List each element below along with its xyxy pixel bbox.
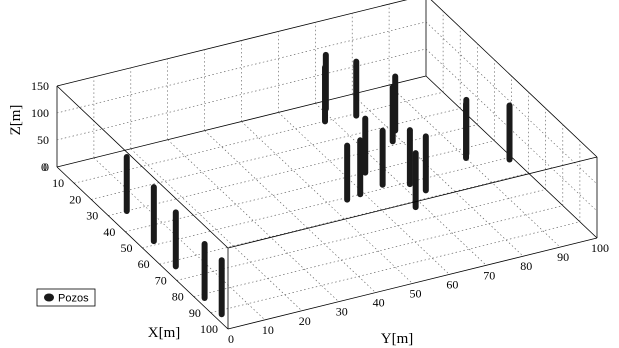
x-axis-label: X[m] bbox=[148, 325, 181, 341]
x-tick-label: 80 bbox=[172, 290, 184, 304]
y-tick-label: 40 bbox=[373, 296, 385, 310]
grid-line-side-z bbox=[56, 48, 427, 141]
grid-line-floor-y bbox=[315, 103, 487, 266]
wells-series bbox=[123, 51, 513, 318]
grid-line-floor-x bbox=[125, 140, 495, 233]
x-tick-label: 40 bbox=[103, 225, 115, 239]
plot-box-front bbox=[56, 85, 598, 330]
z-tick-label: 0 bbox=[43, 160, 49, 174]
x-tick-label: 30 bbox=[86, 209, 98, 223]
grid-line-floor-x bbox=[74, 91, 444, 184]
grid-line-side-z bbox=[56, 21, 427, 114]
grid-lines bbox=[56, 4, 598, 321]
grid-line-floor-x bbox=[176, 189, 546, 281]
grid-line-floor-y bbox=[204, 130, 376, 293]
z-axis-label: Z[m] bbox=[8, 105, 24, 136]
x-tick-label: 90 bbox=[189, 306, 201, 320]
grid-line-floor-y bbox=[278, 112, 450, 275]
x-tick-label: 60 bbox=[138, 257, 150, 271]
legend-marker-pozos bbox=[44, 293, 54, 302]
y-tick-label: 50 bbox=[410, 287, 422, 301]
grid-line-floor-x bbox=[142, 156, 512, 249]
grid-line-floor-x bbox=[193, 205, 563, 297]
grid-line-floor-y bbox=[241, 121, 413, 284]
grid-line-floor-y bbox=[130, 148, 303, 312]
grid-line-floor-x bbox=[91, 108, 461, 200]
grid-line-floor-y bbox=[167, 139, 339, 302]
grid-line-floor-y bbox=[93, 157, 266, 321]
x-tick-label: 10 bbox=[52, 176, 64, 190]
x-tick-label: 70 bbox=[155, 273, 167, 287]
z-tick-label: 50 bbox=[37, 133, 49, 147]
y-tick-label: 100 bbox=[591, 241, 609, 255]
x-tick-label: 0 bbox=[41, 160, 47, 174]
x-tick-label: 50 bbox=[121, 241, 133, 255]
y-tick-label: 0 bbox=[228, 332, 234, 346]
tick-labels: 0102030405060708090100010203040506070809… bbox=[31, 79, 609, 346]
y-tick-label: 90 bbox=[557, 250, 569, 264]
y-tick-label: 80 bbox=[520, 259, 532, 273]
grid-line-floor-y bbox=[388, 84, 561, 248]
grid-line-floor-y bbox=[351, 93, 524, 257]
box-edge-front bbox=[227, 237, 598, 330]
y-tick-label: 70 bbox=[483, 268, 495, 282]
y-tick-label: 60 bbox=[446, 277, 458, 291]
box-edge-front bbox=[56, 166, 229, 330]
y-tick-label: 20 bbox=[299, 314, 311, 328]
grid-line-floor-x bbox=[210, 221, 580, 314]
box-edge-front bbox=[56, 85, 229, 249]
legend: Pozos bbox=[36, 288, 96, 307]
y-axis-label: Y[m] bbox=[381, 331, 414, 347]
legend-box bbox=[36, 288, 96, 307]
x-tick-label: 100 bbox=[200, 322, 218, 336]
z-tick-label: 100 bbox=[31, 106, 49, 120]
grid-line-back-z bbox=[425, 21, 598, 185]
grid-line-floor-x bbox=[108, 124, 478, 216]
y-tick-label: 30 bbox=[336, 305, 348, 319]
legend-label-pozos: Pozos bbox=[58, 293, 89, 305]
box-edge-front bbox=[227, 156, 598, 249]
x-tick-label: 20 bbox=[69, 192, 81, 206]
grid-line-back-z bbox=[425, 48, 598, 212]
z-tick-label: 150 bbox=[31, 79, 49, 93]
grid-line-floor-x bbox=[159, 172, 529, 265]
y-tick-label: 10 bbox=[262, 323, 274, 337]
